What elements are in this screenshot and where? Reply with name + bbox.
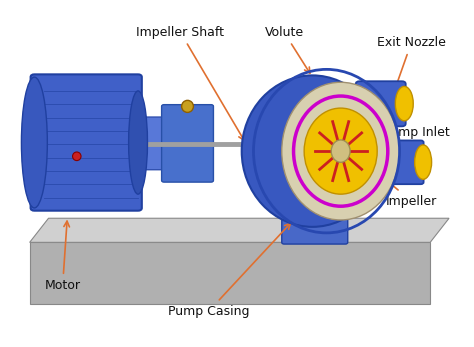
Text: Pump Casing: Pump Casing [168, 223, 291, 318]
FancyBboxPatch shape [282, 199, 348, 244]
FancyBboxPatch shape [162, 105, 213, 182]
Text: Impeller: Impeller [382, 177, 437, 208]
Ellipse shape [128, 91, 147, 194]
Text: Motor: Motor [45, 221, 81, 292]
Ellipse shape [282, 82, 400, 220]
FancyBboxPatch shape [31, 74, 142, 211]
Ellipse shape [415, 145, 432, 179]
Text: Volute: Volute [264, 26, 310, 73]
Text: Exit Nozzle: Exit Nozzle [377, 36, 446, 92]
FancyBboxPatch shape [356, 81, 406, 126]
Ellipse shape [304, 108, 377, 194]
FancyBboxPatch shape [136, 117, 166, 170]
Ellipse shape [21, 77, 47, 208]
Ellipse shape [242, 75, 383, 227]
Ellipse shape [73, 152, 81, 161]
Polygon shape [30, 242, 430, 304]
Ellipse shape [395, 86, 413, 121]
Text: Impeller Shaft: Impeller Shaft [137, 26, 244, 140]
Ellipse shape [182, 100, 193, 112]
Ellipse shape [331, 140, 350, 162]
FancyBboxPatch shape [378, 141, 424, 184]
Polygon shape [30, 218, 449, 242]
Text: Pump Inlet: Pump Inlet [383, 126, 449, 157]
